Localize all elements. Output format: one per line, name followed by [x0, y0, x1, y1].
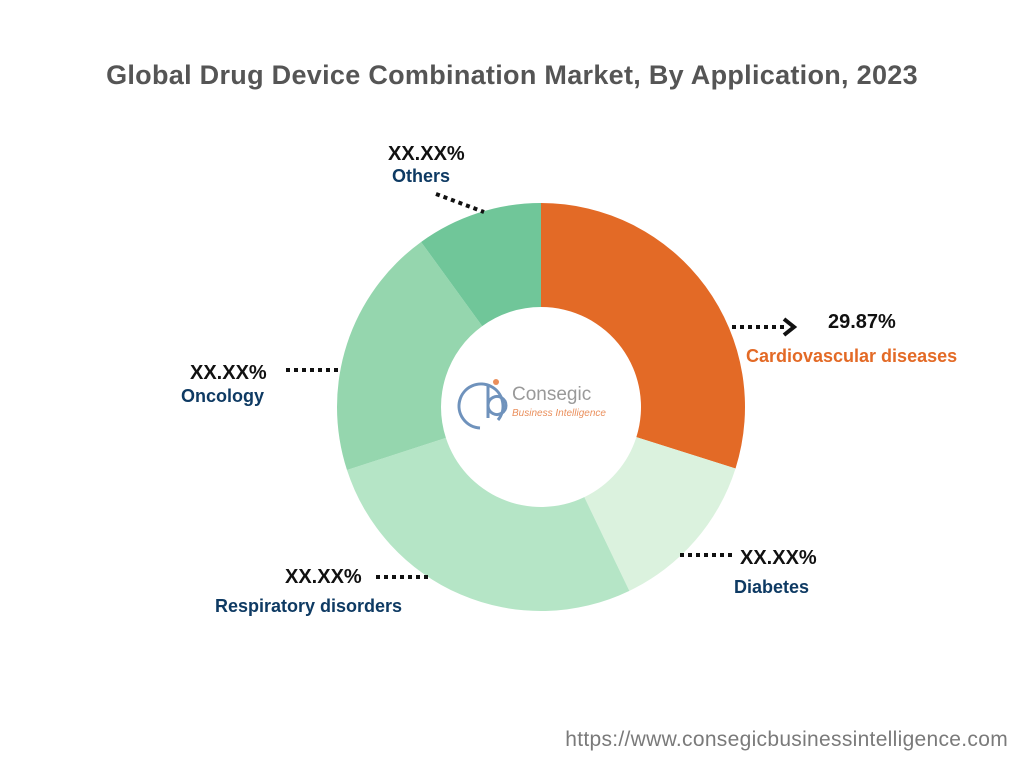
- source-url: https://www.consegicbusinessintelligence…: [565, 728, 1008, 751]
- label-cardiovascular: Cardiovascular diseases: [746, 346, 957, 366]
- label-pct-respiratory: XX.XX%: [285, 566, 362, 588]
- chart-title: Global Drug Device Combination Market, B…: [106, 60, 918, 90]
- donut-slice-diabetes: [584, 437, 736, 591]
- label-pct-diabetes: XX.XX%: [740, 547, 817, 569]
- leader-lines: [286, 192, 798, 579]
- logo-brand: Consegic: [512, 384, 591, 405]
- leader-line-others: [435, 192, 485, 214]
- label-pct-others: XX.XX%: [388, 143, 465, 165]
- donut-segments: [337, 203, 745, 611]
- label-diabetes: Diabetes: [734, 577, 809, 597]
- logo-dot-icon: [493, 379, 499, 385]
- logo-tagline: Business Intelligence: [512, 408, 606, 419]
- label-others: Others: [392, 166, 450, 186]
- donut-slice-cardiovascular-diseases: [541, 203, 745, 469]
- label-pct-oncology: XX.XX%: [190, 362, 267, 384]
- arrow-icon: [782, 317, 798, 337]
- donut-slice-others: [421, 203, 541, 327]
- label-respiratory: Respiratory disorders: [215, 596, 402, 616]
- logo-b-icon: [486, 384, 508, 418]
- label-oncology: Oncology: [181, 386, 264, 406]
- donut-slice-oncology: [337, 241, 483, 471]
- label-pct-cardiovascular: 29.87%: [828, 311, 896, 333]
- consegic-logo: Consegic Business Intelligence: [457, 379, 606, 430]
- logo-ring-icon: [457, 382, 505, 430]
- donut-slice-respiratory-disorders: [346, 437, 630, 611]
